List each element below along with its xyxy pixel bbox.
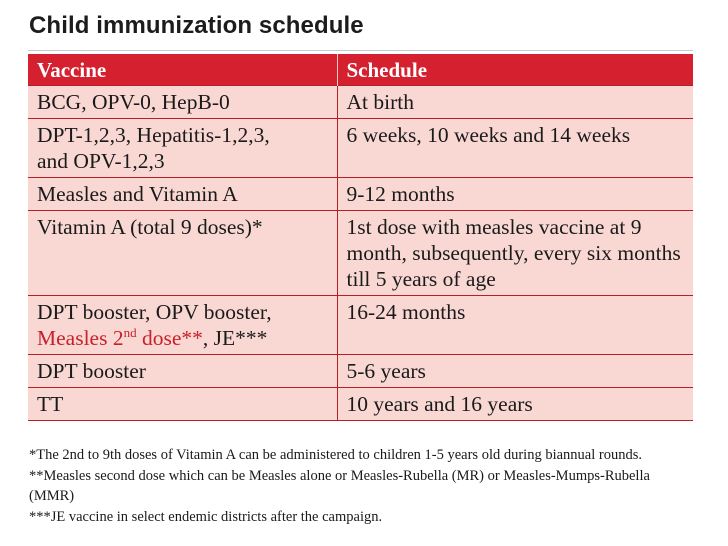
footnotes: *The 2nd to 9th doses of Vitamin A can b… bbox=[29, 445, 689, 527]
table-row: DPT-1,2,3, Hepatitis-1,2,3, and OPV-1,2,… bbox=[28, 118, 693, 178]
vaccine-cell: Vitamin A (total 9 doses)* bbox=[28, 210, 338, 296]
schedule-cell: At birth bbox=[337, 85, 693, 119]
vaccine-line: DPT booster, OPV booster, bbox=[37, 300, 272, 324]
schedule-cell: 5-6 years bbox=[337, 354, 693, 388]
table-row: BCG, OPV-0, HepB-0 At birth bbox=[28, 85, 693, 119]
title-divider bbox=[28, 50, 693, 51]
vaccine-line: DPT-1,2,3, Hepatitis-1,2,3, bbox=[37, 123, 270, 147]
vaccine-line: and OPV-1,2,3 bbox=[37, 149, 165, 173]
vaccine-cell: Measles and Vitamin A bbox=[28, 177, 338, 211]
column-header-vaccine: Vaccine bbox=[28, 54, 338, 86]
footnote: *The 2nd to 9th doses of Vitamin A can b… bbox=[29, 447, 642, 463]
schedule-cell: 10 years and 16 years bbox=[337, 387, 693, 421]
schedule-cell: 9-12 months bbox=[337, 177, 693, 211]
vaccine-cell: DPT booster, OPV booster, Measles 2nd do… bbox=[28, 295, 338, 355]
vaccine-cell: BCG, OPV-0, HepB-0 bbox=[28, 85, 338, 119]
page-title: Child immunization schedule bbox=[29, 12, 364, 39]
footnote: ***JE vaccine in select endemic district… bbox=[29, 508, 383, 525]
table-row: TT 10 years and 16 years bbox=[28, 387, 693, 421]
schedule-cell: 6 weeks, 10 weeks and 14 weeks bbox=[337, 118, 693, 178]
je-text: , JE*** bbox=[202, 326, 268, 350]
footnote: **Measles second dose which can be Measl… bbox=[29, 467, 650, 505]
vaccine-cell: DPT-1,2,3, Hepatitis-1,2,3, and OPV-1,2,… bbox=[28, 118, 338, 178]
table-row: DPT booster, OPV booster, Measles 2nd do… bbox=[28, 295, 693, 355]
column-header-schedule: Schedule bbox=[337, 54, 693, 86]
measles-second-dose-text: Measles 2 bbox=[37, 326, 124, 350]
table-row: Vitamin A (total 9 doses)* 1st dose with… bbox=[28, 210, 693, 296]
vaccine-cell: DPT booster bbox=[28, 354, 338, 388]
schedule-cell: 1st dose with measles vaccine at 9 month… bbox=[337, 210, 693, 296]
ordinal-superscript: nd bbox=[123, 325, 137, 340]
table-row: DPT booster 5-6 years bbox=[28, 354, 693, 388]
table-header-row: Vaccine Schedule bbox=[28, 54, 693, 86]
table-row: Measles and Vitamin A 9-12 months bbox=[28, 177, 693, 211]
schedule-cell: 16-24 months bbox=[337, 295, 693, 355]
vaccine-cell: TT bbox=[28, 387, 338, 421]
measles-second-dose-suffix: dose** bbox=[136, 326, 203, 350]
immunization-table: Vaccine Schedule BCG, OPV-0, HepB-0 At b… bbox=[28, 54, 693, 421]
